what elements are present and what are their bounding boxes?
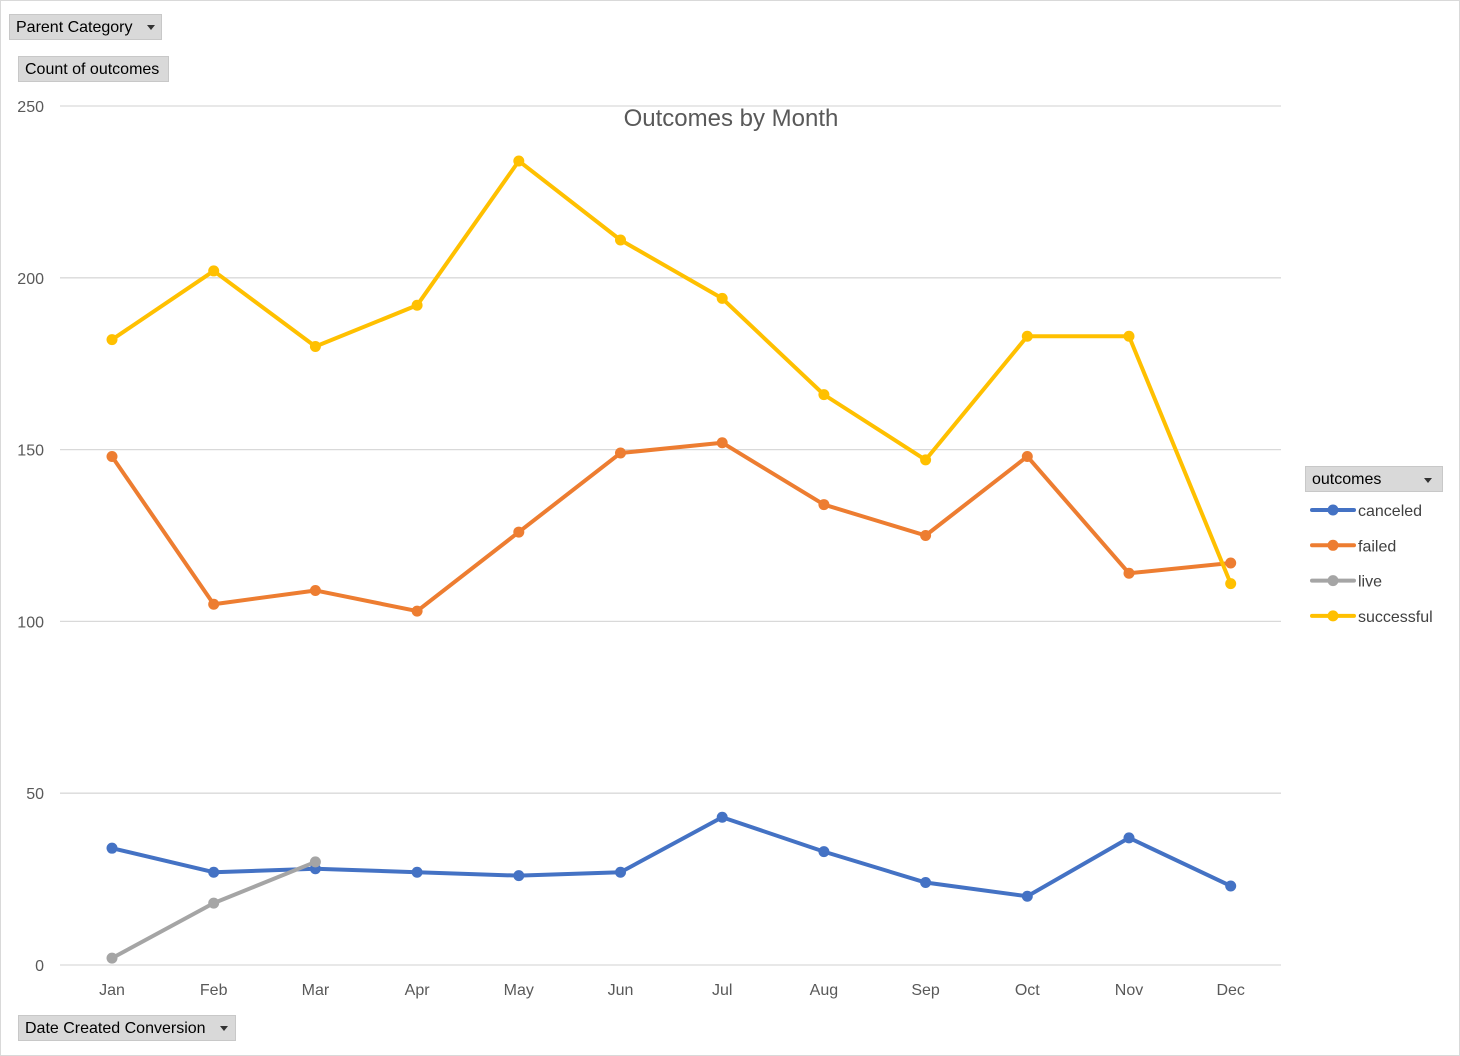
legend-label: live xyxy=(1358,574,1382,591)
data-point-failed-apr xyxy=(411,605,423,617)
x-tick-label: May xyxy=(504,982,534,999)
data-point-successful-dec xyxy=(1225,578,1237,590)
series-canceled xyxy=(106,811,1237,902)
x-tick-label: Jan xyxy=(99,982,125,999)
series-line-successful xyxy=(110,158,1233,586)
data-point-failed-oct xyxy=(1021,450,1033,462)
data-point-canceled-apr xyxy=(411,866,423,878)
x-tick-label: Dec xyxy=(1216,982,1244,999)
legend-label: failed xyxy=(1358,538,1396,555)
data-point-canceled-nov xyxy=(1123,832,1135,844)
legend-item-failed[interactable]: failed xyxy=(1310,538,1396,555)
legend-item-live[interactable]: live xyxy=(1310,574,1382,591)
data-point-canceled-jan xyxy=(106,842,118,854)
legend: canceled failed live successful xyxy=(1310,503,1433,626)
data-point-successful-jul xyxy=(716,292,728,304)
series-line-failed xyxy=(110,440,1233,614)
series-failed xyxy=(106,437,1237,617)
data-point-failed-may xyxy=(513,526,525,538)
data-point-successful-may xyxy=(513,155,525,167)
y-tick-label: 50 xyxy=(26,786,44,803)
parent-category-label: Parent Category xyxy=(16,19,133,36)
y-axis-tick-labels: 0 50 100 150 200 250 xyxy=(17,99,44,975)
series-line-canceled xyxy=(110,815,1233,899)
data-point-failed-feb xyxy=(208,598,220,610)
data-point-canceled-oct xyxy=(1021,890,1033,902)
legend-item-canceled[interactable]: canceled xyxy=(1310,503,1422,520)
data-point-failed-jul xyxy=(716,437,728,449)
outcomes-legend-filter-button[interactable]: outcomes xyxy=(1305,466,1443,492)
data-point-successful-sep xyxy=(920,454,932,466)
series-live xyxy=(106,856,321,964)
data-point-successful-oct xyxy=(1021,330,1033,342)
legend-swatch-marker xyxy=(1327,575,1339,587)
data-point-failed-sep xyxy=(920,530,932,541)
x-tick-label: Jul xyxy=(712,982,732,999)
x-tick-label: Oct xyxy=(1015,982,1040,999)
y-tick-label: 200 xyxy=(17,271,44,288)
y-tick-label: 0 xyxy=(35,958,44,975)
x-tick-label: Apr xyxy=(405,982,431,999)
data-point-successful-aug xyxy=(818,389,830,401)
data-point-live-jan xyxy=(106,952,118,964)
legend-swatch-marker xyxy=(1327,610,1339,622)
data-point-canceled-dec xyxy=(1225,880,1237,892)
data-point-successful-jun xyxy=(615,234,626,246)
data-point-failed-jun xyxy=(615,447,626,459)
data-point-failed-aug xyxy=(818,499,830,511)
y-tick-label: 100 xyxy=(17,614,44,631)
legend-label: canceled xyxy=(1358,503,1422,520)
x-tick-label: Jun xyxy=(608,982,634,999)
y-tick-label: 250 xyxy=(17,99,44,116)
data-point-failed-nov xyxy=(1123,567,1135,579)
data-point-live-mar xyxy=(309,856,321,868)
data-point-successful-apr xyxy=(411,299,423,311)
data-point-canceled-may xyxy=(513,870,525,882)
legend-swatch-marker xyxy=(1327,504,1339,516)
x-tick-label: Feb xyxy=(200,982,228,999)
series-successful xyxy=(106,155,1237,590)
data-point-canceled-aug xyxy=(818,846,830,858)
data-point-successful-jan xyxy=(106,334,118,346)
outcomes-field-label: outcomes xyxy=(1312,471,1382,488)
data-point-successful-feb xyxy=(208,265,220,277)
data-point-failed-dec xyxy=(1225,557,1237,569)
data-point-live-feb xyxy=(208,897,220,909)
x-tick-label: Sep xyxy=(911,982,940,999)
value-field-label: Count of outcomes xyxy=(25,61,160,78)
data-point-successful-nov xyxy=(1123,330,1135,342)
date-created-filter-button[interactable]: Date Created Conversion xyxy=(18,1015,236,1041)
dropdown-arrow-icon[interactable] xyxy=(219,1026,228,1032)
dropdown-arrow-icon[interactable] xyxy=(1424,478,1432,483)
series-lines xyxy=(106,155,1237,964)
date-created-label: Date Created Conversion xyxy=(25,1020,206,1037)
parent-category-filter-button[interactable]: Parent Category xyxy=(9,14,162,40)
x-axis-tick-labels: Jan Feb Mar Apr May Jun Jul Aug Sep Oct Nov Dec xyxy=(99,982,1245,999)
gridlines xyxy=(60,105,1281,966)
legend-label: successful xyxy=(1358,609,1433,626)
y-tick-label: 150 xyxy=(17,443,44,460)
x-tick-label: Nov xyxy=(1115,982,1143,999)
data-point-failed-mar xyxy=(309,584,321,596)
legend-item-successful[interactable]: successful xyxy=(1310,609,1433,626)
dropdown-arrow-icon[interactable] xyxy=(146,25,155,31)
data-point-failed-jan xyxy=(106,450,118,462)
data-point-canceled-feb xyxy=(208,866,220,878)
data-point-successful-mar xyxy=(309,341,321,353)
x-tick-label: Mar xyxy=(302,982,330,999)
data-point-canceled-jun xyxy=(615,866,626,878)
data-point-canceled-sep xyxy=(920,877,932,889)
legend-swatch-marker xyxy=(1327,539,1339,551)
data-point-canceled-jul xyxy=(716,811,728,823)
x-tick-label: Aug xyxy=(810,982,838,999)
value-field-button[interactable]: Count of outcomes xyxy=(18,56,169,82)
chart-title: Outcomes by Month xyxy=(624,105,839,132)
